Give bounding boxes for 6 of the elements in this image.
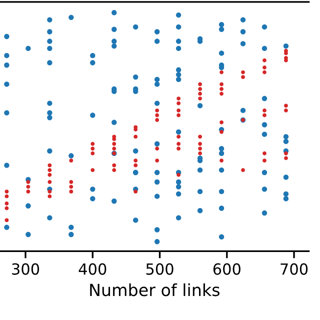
x-tick-label: 600 (213, 263, 240, 275)
x-tick-label: 400 (78, 263, 106, 275)
x-tick-label: 700 (280, 263, 308, 275)
x-tick-label: 300 (12, 263, 40, 275)
x-tick-label: 500 (146, 263, 174, 275)
x-axis-title: Number of links (90, 283, 220, 296)
